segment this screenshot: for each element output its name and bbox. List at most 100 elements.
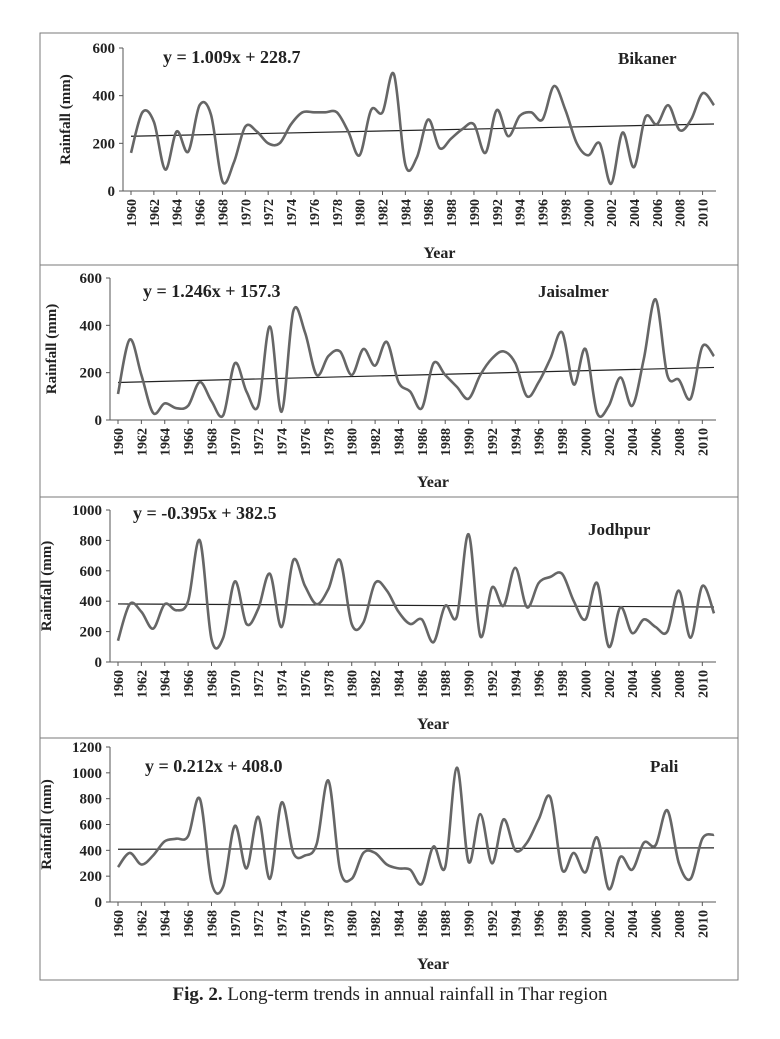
data-point (222, 885, 224, 887)
data-point (233, 161, 235, 163)
x-tick-label: 1986 (416, 910, 431, 938)
data-point (245, 390, 247, 392)
data-point (502, 605, 504, 607)
data-point (152, 412, 154, 414)
x-tick-label: 1998 (556, 428, 571, 456)
x-tick-label: 1970 (229, 910, 244, 938)
y-tick-label: 600 (80, 818, 103, 834)
data-point (549, 796, 551, 798)
data-point (210, 881, 212, 883)
data-point (467, 861, 469, 863)
data-point (514, 362, 516, 364)
y-tick-label: 800 (80, 792, 103, 808)
data-point (374, 364, 376, 366)
data-point (210, 400, 212, 402)
y-tick-label: 400 (80, 594, 103, 610)
y-tick-label: 1200 (72, 740, 102, 756)
x-tick-label: 2002 (603, 670, 618, 698)
data-point (450, 137, 452, 139)
trend-equation: y = -0.395x + 382.5 (133, 503, 277, 523)
data-point (351, 878, 353, 880)
data-point (256, 130, 258, 132)
data-point (561, 869, 563, 871)
data-point (386, 863, 388, 865)
data-point (244, 125, 246, 127)
data-point (644, 116, 646, 118)
data-point (362, 621, 364, 623)
x-tick-label: 1978 (331, 199, 346, 227)
x-tick-label: 2008 (673, 910, 688, 938)
x-tick-label: 2002 (603, 910, 618, 938)
x-tick-label: 1994 (509, 910, 524, 938)
y-tick-label: 200 (80, 366, 103, 382)
x-tick-label: 2006 (650, 910, 665, 938)
y-axis-title: Rainfall (mm) (39, 541, 55, 631)
data-point (507, 135, 509, 137)
x-tick-label: 1976 (308, 199, 323, 227)
data-point (316, 374, 318, 376)
rainfall-series-line (129, 71, 716, 186)
station-name: Jaisalmer (538, 282, 609, 301)
x-tick-label: 1996 (537, 199, 552, 227)
data-point (491, 586, 493, 588)
y-tick-label: 1000 (72, 766, 102, 782)
x-tick-label: 2010 (697, 199, 712, 227)
data-point (421, 407, 423, 409)
x-axis-title: Year (417, 474, 449, 491)
data-point (713, 104, 715, 106)
x-tick-label: 1966 (194, 199, 209, 227)
y-tick-label: 0 (95, 413, 103, 429)
x-tick-label: 1966 (182, 670, 197, 698)
station-name: Bikaner (618, 49, 677, 68)
data-point (432, 845, 434, 847)
data-point (140, 863, 142, 865)
x-tick-label: 1980 (354, 199, 369, 227)
data-point (187, 600, 189, 602)
y-tick-label: 400 (80, 843, 103, 859)
data-point (573, 852, 575, 854)
x-tick-label: 2002 (605, 199, 620, 227)
data-point (234, 825, 236, 827)
trend-line (117, 603, 715, 608)
data-point (234, 362, 236, 364)
data-point (596, 582, 598, 584)
data-point (292, 852, 294, 854)
y-tick-label: 0 (95, 655, 103, 671)
data-point (210, 114, 212, 116)
data-point (304, 331, 306, 333)
x-tick-label: 2004 (626, 670, 641, 698)
x-tick-label: 2010 (696, 910, 711, 938)
data-point (140, 374, 142, 376)
data-point (541, 118, 543, 120)
data-point (587, 154, 589, 156)
data-point (713, 355, 715, 357)
data-point (175, 838, 177, 840)
data-point (267, 142, 269, 144)
x-tick-label: 1966 (182, 910, 197, 938)
data-point (164, 168, 166, 170)
data-point (358, 154, 360, 156)
x-tick-label: 1986 (416, 428, 431, 456)
x-tick-label: 1960 (125, 199, 140, 227)
panel-jaisalmer: 0 200 400 600 1960 1962 1964 1966 1968 1970 1972 19… (39, 264, 739, 498)
data-point (491, 357, 493, 359)
x-tick-label: 1962 (148, 199, 163, 227)
rainfall-series-line (116, 297, 716, 419)
x-tick-label: 1966 (182, 428, 197, 456)
data-point (444, 374, 446, 376)
data-point (599, 142, 601, 144)
data-point (619, 376, 621, 378)
trend-line (130, 123, 715, 137)
data-point (456, 386, 458, 388)
data-point (187, 405, 189, 407)
data-point (152, 854, 154, 856)
data-point (667, 104, 669, 106)
x-tick-label: 1984 (399, 199, 414, 227)
x-tick-label: 1986 (422, 199, 437, 227)
x-tick-label: 1986 (416, 670, 431, 698)
data-point (278, 142, 280, 144)
data-point (386, 341, 388, 343)
data-point (610, 183, 612, 185)
x-tick-label: 1972 (262, 199, 277, 227)
data-point (526, 841, 528, 843)
